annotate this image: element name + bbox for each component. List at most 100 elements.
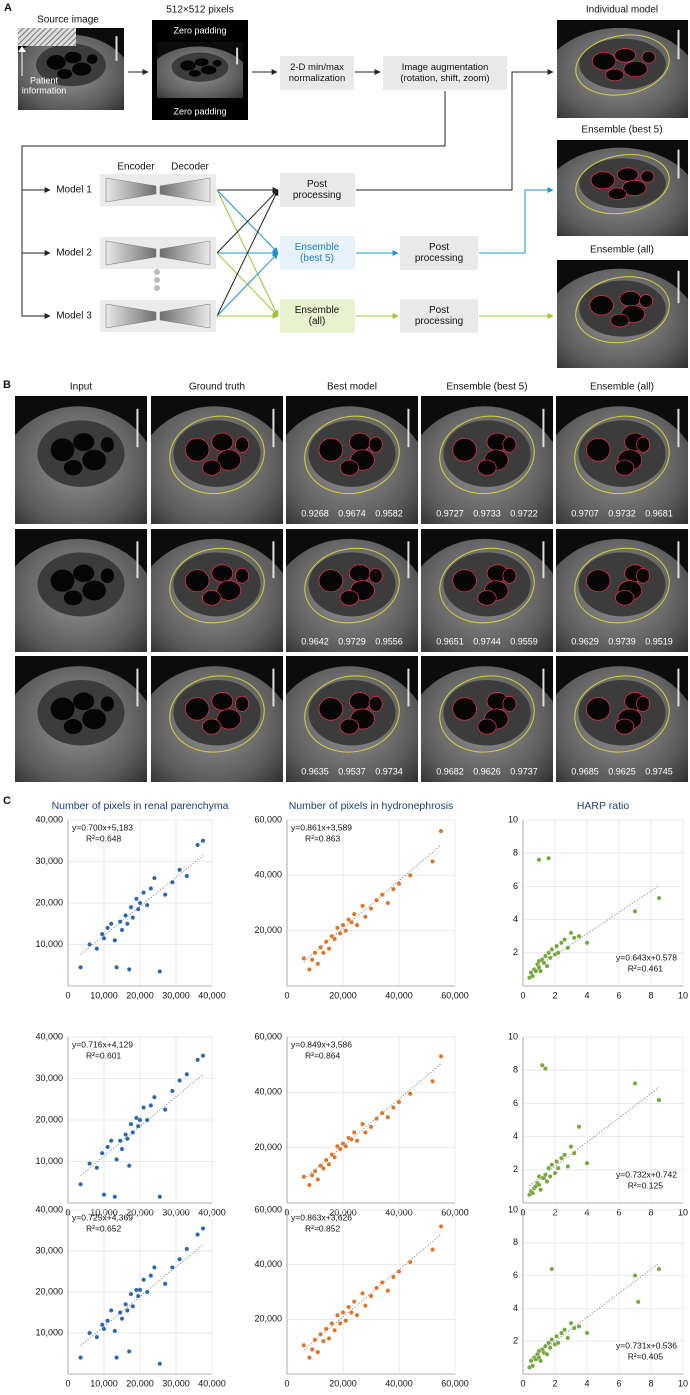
data-point	[543, 1343, 548, 1349]
augmentation-text: Image augmentation	[402, 62, 489, 73]
x-tick-label: 0	[284, 990, 289, 1000]
data-point	[114, 1157, 119, 1162]
data-point	[112, 1194, 118, 1200]
data-point	[125, 921, 130, 927]
data-point	[144, 1117, 150, 1123]
image-content	[15, 406, 147, 524]
data-point	[117, 919, 123, 925]
cavity	[452, 437, 477, 462]
data-point	[200, 1226, 206, 1231]
data-point	[635, 1299, 641, 1305]
data-point	[565, 945, 571, 951]
data-point	[157, 969, 163, 974]
data-point	[385, 1288, 391, 1293]
trend-line	[529, 1087, 660, 1187]
data-point	[538, 968, 543, 974]
dice-score: 0.9519	[645, 636, 673, 646]
dice-score: 0.9629	[571, 636, 599, 646]
chart-title: HARP ratio	[577, 800, 629, 812]
y-tick-label: 20,000	[35, 1286, 63, 1296]
cavity	[639, 294, 654, 308]
data-point	[335, 925, 340, 931]
dice-score: 0.9734	[375, 766, 403, 776]
x-tick-label: 6	[616, 990, 621, 1000]
image-content	[557, 147, 688, 236]
cavity	[339, 459, 359, 476]
data-point	[346, 917, 351, 922]
chart-title: Number of pixels in hydronephrosis	[289, 800, 454, 812]
data-point	[571, 935, 577, 941]
cavity	[368, 695, 383, 712]
kidney-outline	[575, 276, 670, 344]
cavity	[73, 433, 95, 452]
data-point	[549, 1337, 555, 1342]
kidney	[37, 420, 125, 487]
data-point	[430, 1078, 435, 1084]
normalization-text: normalization	[289, 73, 346, 84]
ellipsis-dot	[154, 269, 160, 275]
x-tick-label: 8	[648, 990, 653, 1000]
x-tick-label: 20,000	[126, 990, 154, 1000]
output-title: Ensemble (all)	[590, 245, 654, 256]
data-point	[562, 1152, 567, 1158]
scale-bar	[542, 668, 545, 707]
data-point	[656, 1266, 662, 1272]
image-content	[557, 268, 688, 368]
data-point	[170, 1265, 175, 1270]
data-point	[343, 1143, 349, 1149]
data-point	[543, 1066, 548, 1071]
y-tick-label: 6	[513, 881, 518, 891]
kidney	[171, 52, 229, 82]
data-point	[329, 933, 335, 939]
cavity	[82, 449, 107, 471]
ultrasound-image	[557, 20, 688, 118]
data-point	[584, 940, 590, 946]
ensemble-all-box	[280, 299, 355, 333]
data-point	[128, 1121, 134, 1127]
ultrasound-image	[557, 140, 688, 236]
trend-line	[80, 1244, 204, 1346]
data-point	[117, 1310, 123, 1315]
x-tick-label: 2	[552, 1378, 557, 1388]
image-content	[557, 27, 688, 118]
cavity	[502, 695, 517, 712]
data-point	[363, 1130, 368, 1135]
cavity	[46, 55, 66, 70]
ensemble-all-text: (all)	[309, 316, 326, 327]
kidney	[173, 420, 261, 487]
image-content	[286, 406, 418, 524]
data-point	[119, 927, 125, 933]
y-tick-label: 20,000	[254, 1142, 282, 1152]
data-point	[128, 904, 134, 910]
connector	[216, 189, 279, 254]
cavity	[63, 719, 83, 735]
image-content	[286, 666, 418, 782]
cavity	[216, 449, 242, 471]
data-point	[555, 950, 561, 956]
data-point	[530, 1190, 535, 1196]
data-point	[144, 902, 150, 908]
data-point	[554, 1159, 559, 1164]
augmentation-text: (rotation, shift, zoom)	[400, 73, 489, 84]
data-point	[323, 1157, 329, 1163]
dice-score: 0.9642	[301, 636, 329, 646]
equation: y=0.732x+0.742	[616, 1169, 677, 1179]
data-point	[318, 1332, 323, 1337]
y-tick-label: 30,000	[35, 856, 63, 866]
data-point	[632, 1273, 638, 1278]
cavity	[211, 692, 234, 711]
ultrasound-image	[286, 529, 418, 652]
image-content	[151, 406, 283, 524]
data-point	[144, 1289, 150, 1295]
cavity	[318, 437, 344, 462]
r-squared: R²=0.852	[305, 1223, 340, 1233]
data-point	[87, 942, 92, 947]
cavity	[180, 60, 196, 71]
kidney	[579, 158, 666, 209]
y-tick-label: 30,000	[35, 1245, 63, 1255]
y-tick-label: 4	[513, 914, 518, 924]
dice-score: 0.9737	[510, 766, 538, 776]
data-point	[559, 1155, 564, 1161]
connector	[216, 252, 279, 317]
data-point	[546, 855, 551, 861]
